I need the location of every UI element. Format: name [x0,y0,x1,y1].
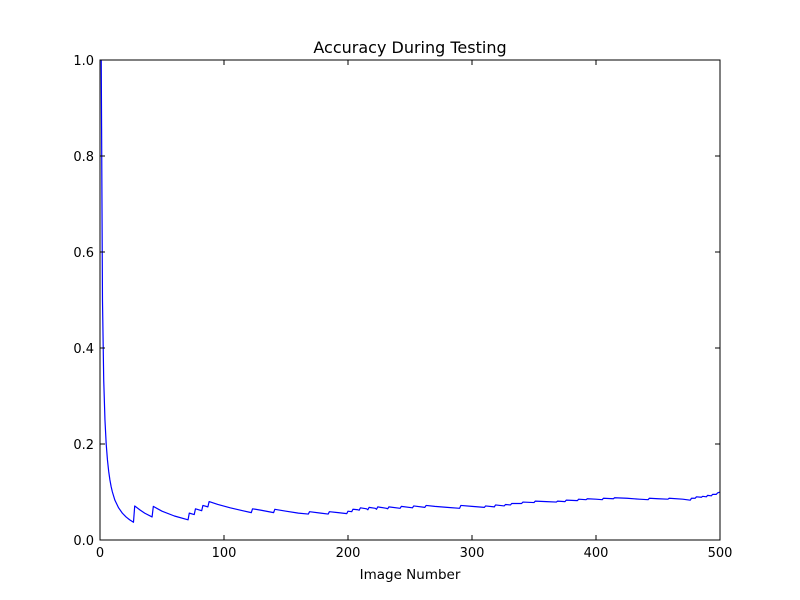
y-tick-label: 0.4 [73,342,94,357]
plot-frame [99,59,721,541]
y-tick-label: 0.8 [73,150,94,165]
x-axis-label: Image Number [360,567,461,583]
x-tick-label: 300 [460,546,485,561]
y-tick-label: 0.0 [73,534,94,549]
x-tick-label: 200 [336,546,361,561]
x-tick-label: 100 [212,546,237,561]
chart-title: Accuracy During Testing [313,38,506,57]
y-tick-label: 0.6 [73,246,94,261]
x-tick-label: 0 [96,546,104,561]
y-tick-label: 1.0 [73,54,94,69]
x-tick-label: 400 [584,546,609,561]
series-line-0 [100,59,721,523]
x-tick-label: 500 [708,546,733,561]
y-tick-label: 0.2 [73,438,94,453]
plot-area: 0 100 200 300 400 500 0.0 0.2 0.4 0.6 0.8 1.0 [73,54,732,561]
